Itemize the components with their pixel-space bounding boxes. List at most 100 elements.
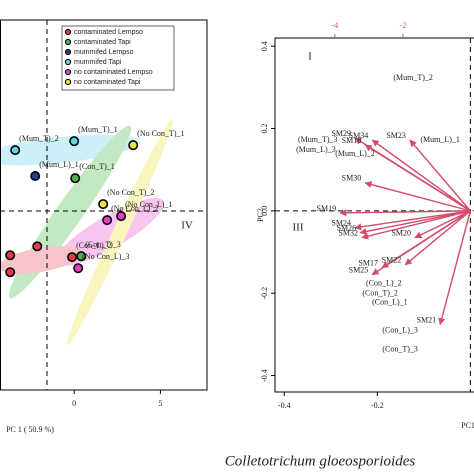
y-tick-label: 0.2 [260,124,269,134]
legend-marker [64,58,72,66]
ellipse [0,134,140,166]
x-axis-label: PC1 [461,421,474,430]
x-tick-label: 0 [72,399,76,408]
ellipses [0,118,174,346]
score-label: (Con_L)_2 [366,279,402,288]
point-label: (No Con_L)_2 [111,204,158,213]
x-tick-label: 5 [158,399,162,408]
score-label: (Con_L)_1 [372,298,408,307]
point [67,252,78,263]
x2-tick-label: -2 [400,21,407,30]
loading-arrow [364,181,471,212]
loading-label: SM24 [331,219,351,228]
score-label: (Con_L)_3 [382,325,418,334]
loading-label: SM25 [349,266,369,275]
loading-arrow [438,210,472,326]
point-label: (Mum_T)_2 [19,134,59,143]
loading-label: SM19 [317,204,337,213]
y-tick-label: 0.4 [260,41,269,51]
loading-label: SM23 [386,131,406,140]
point-label: (Con_T)_1 [79,162,115,171]
y-tick-label: -0.2 [260,287,269,300]
point [98,199,109,210]
point [116,211,127,222]
score-label: (Mum_L)_3 [296,145,336,154]
point [5,250,16,261]
legend-marker [64,68,72,76]
legend-label: no contaminated Tapi [74,79,141,86]
y-tick-label: -0.4 [260,369,269,382]
legend-marker [64,28,72,36]
loading-arrow [414,210,471,239]
score-label: (Mum_T)_3 [298,135,338,144]
point [73,263,84,274]
loading-label: SM22 [382,256,402,265]
ellipse [55,198,165,266]
score-label: (Mum_L)_2 [335,149,375,158]
x-tick-label: -0.4 [278,401,291,410]
loading-label: SM18 [342,136,362,145]
score-label: (Mum_T)_2 [393,73,433,82]
point-label: (Con_T)_3 [85,240,121,249]
point-label: (Mum_L)_1 [39,160,79,169]
score-label: (Con_T)_2 [362,288,398,297]
score-label: (Con_T)_3 [382,344,418,353]
point-label: (No Con_T)_2 [107,188,154,197]
quadrant-label: I [308,51,312,63]
loading-label: SM32 [338,228,358,237]
loading-arrow [339,209,471,217]
loading-label: SM29 [331,129,351,138]
point [32,241,43,252]
x2-tick-label: -4 [332,21,339,30]
ellipse [0,246,82,274]
quadrant-label: IV [181,220,193,232]
x-axis-label: PC 1 ( 50.9 %) [6,425,54,434]
legend-label: mummifed Lempso [74,49,134,56]
legend-label: mummifed Tapi [74,59,122,66]
loading-arrow [381,210,471,269]
point [10,145,21,156]
point [102,215,113,226]
point-label: (No Con_T)_1 [137,129,184,138]
loading-arrow [409,139,471,212]
point-label: (No Con_L)_1 [125,200,172,209]
loading-arrow [404,210,471,266]
legend-box [61,25,175,91]
legend-label: contaminated Tapi [74,39,131,46]
point-label: (Mum_T)_1 [78,125,118,134]
loading-label: SM30 [342,174,362,183]
loading-label: SM21 [417,315,437,324]
point [30,171,41,182]
point [76,251,87,262]
loading-arrow [371,139,471,212]
legend-label: no contaminated Lempso [74,69,153,76]
point [69,136,80,147]
ellipse [8,125,132,299]
y-tick-label: 0.0 [260,206,269,216]
caption: Colletotrichum gloeosporioides [225,453,416,469]
loading-label: SM26 [337,224,357,233]
point [70,173,81,184]
quadrant-label: III [293,222,304,234]
loading-arrow [359,210,471,235]
legend-marker [64,78,72,86]
point [5,267,16,278]
legend-marker [64,38,72,46]
x-tick-label: -0.2 [371,401,384,410]
loading-label: SM20 [391,228,411,237]
point-label: (No Con_L)_3 [82,252,129,261]
score-label: (Mum_L)_1 [420,135,460,144]
legend-label: contaminated Lempso [74,29,143,36]
y-axis-label: PC2 [256,208,265,222]
point-label: (Con_L)_2 [76,241,112,250]
loading-label: SM34 [349,131,369,140]
loading-arrow [364,144,471,212]
ellipse [66,118,174,346]
loading-label: SM17 [358,259,378,268]
plot-frame [0,19,208,391]
legend-marker [64,48,72,56]
loading-arrow [354,210,471,231]
point [128,140,139,151]
